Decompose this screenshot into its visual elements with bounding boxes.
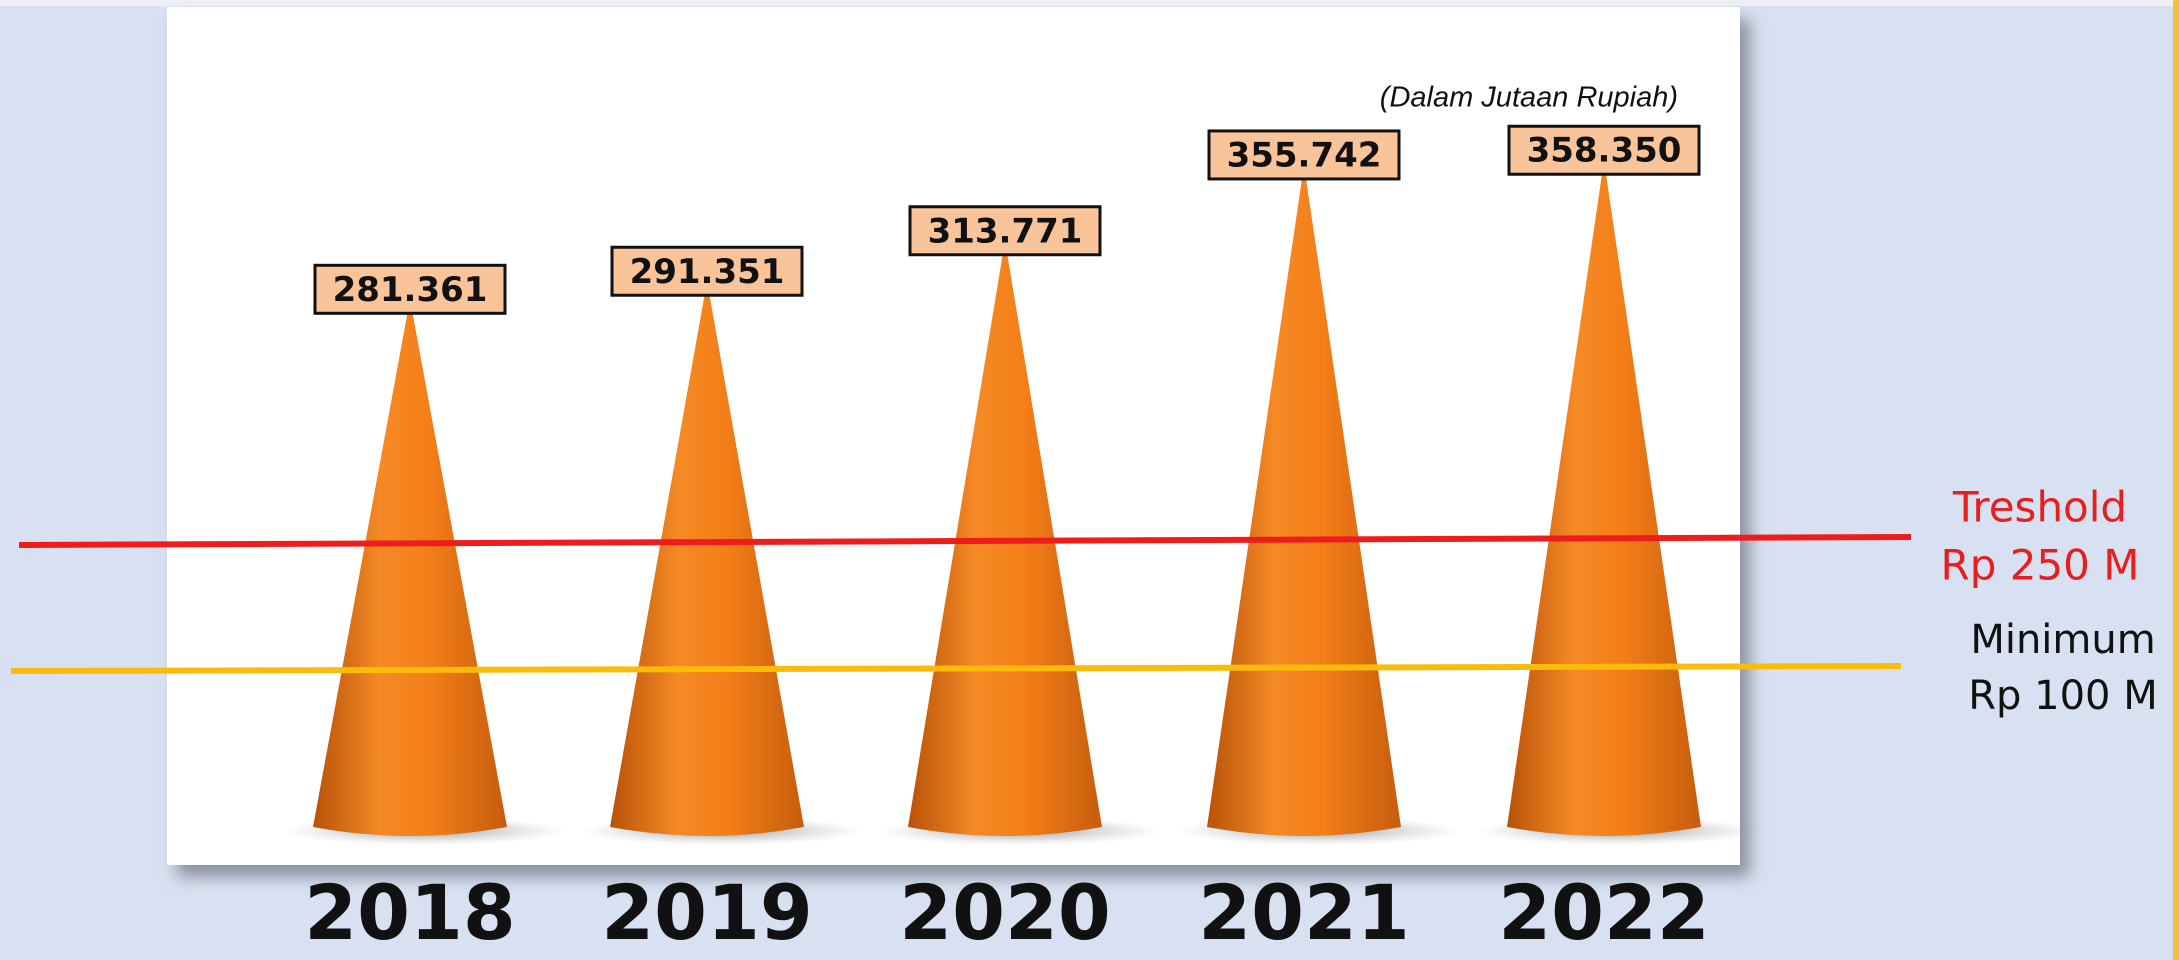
minimum-amount: Rp 100 M [1968, 673, 2157, 719]
chart: (Dalam Jutaan Rupiah) Treshold Rp 250 M … [0, 0, 2179, 960]
x-tick-label: 2019 [601, 868, 813, 957]
x-tick-label: 2022 [1498, 868, 1710, 957]
value-label: 313.771 [928, 211, 1083, 251]
top-strip [0, 0, 2179, 6]
minimum-label: Minimum [1970, 617, 2155, 663]
value-label: 281.361 [333, 270, 488, 310]
chart-subtitle: (Dalam Jutaan Rupiah) [1380, 82, 1678, 114]
right-border [2173, 0, 2179, 960]
value-label: 355.742 [1227, 135, 1382, 175]
x-tick-label: 2020 [899, 868, 1111, 957]
x-tick-label: 2021 [1198, 868, 1410, 957]
x-tick-label: 2018 [304, 868, 516, 957]
threshold-label: Treshold [1952, 483, 2127, 532]
value-label: 291.351 [630, 252, 785, 292]
page: (Dalam Jutaan Rupiah) Treshold Rp 250 M … [0, 0, 2179, 960]
threshold-amount: Rp 250 M [1941, 541, 2140, 590]
value-label: 358.350 [1527, 131, 1682, 171]
